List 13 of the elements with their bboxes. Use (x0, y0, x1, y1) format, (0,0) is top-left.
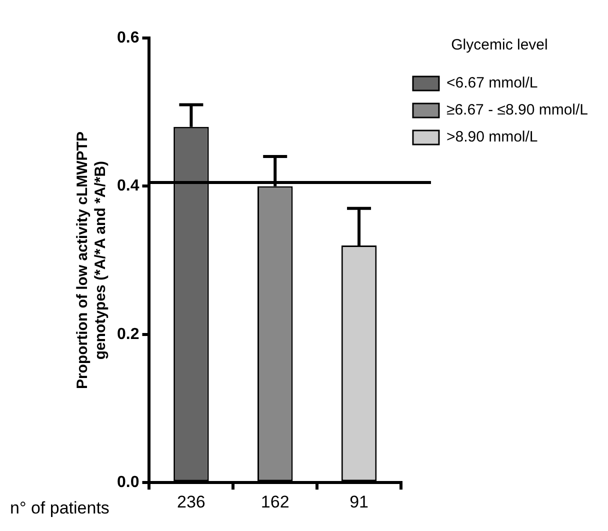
y-tick-label: 0.2 (116, 326, 140, 343)
y-tick-label: 0.4 (116, 178, 140, 195)
y-axis-title: Proportion of low activity cLMWPTP genotypes (*A/*A and *A/*B) (74, 132, 110, 390)
text: n° of patients (10, 498, 110, 518)
legend-title: Glycemic level (451, 36, 548, 54)
legend-label: ≥6.67 - ≤8.90 mmol/L (446, 102, 588, 119)
x-tick-label: 236 (177, 492, 206, 512)
y-tick-label: 0.0 (116, 474, 140, 492)
y-tick-label: 0.6 (116, 29, 140, 46)
legend-label: <6.67 mmol/L (446, 74, 538, 92)
x-tick-label: 91 (350, 492, 368, 512)
legend-label: >8.90 mmol/L (446, 128, 538, 146)
x-tick-label: 162 (260, 492, 290, 512)
